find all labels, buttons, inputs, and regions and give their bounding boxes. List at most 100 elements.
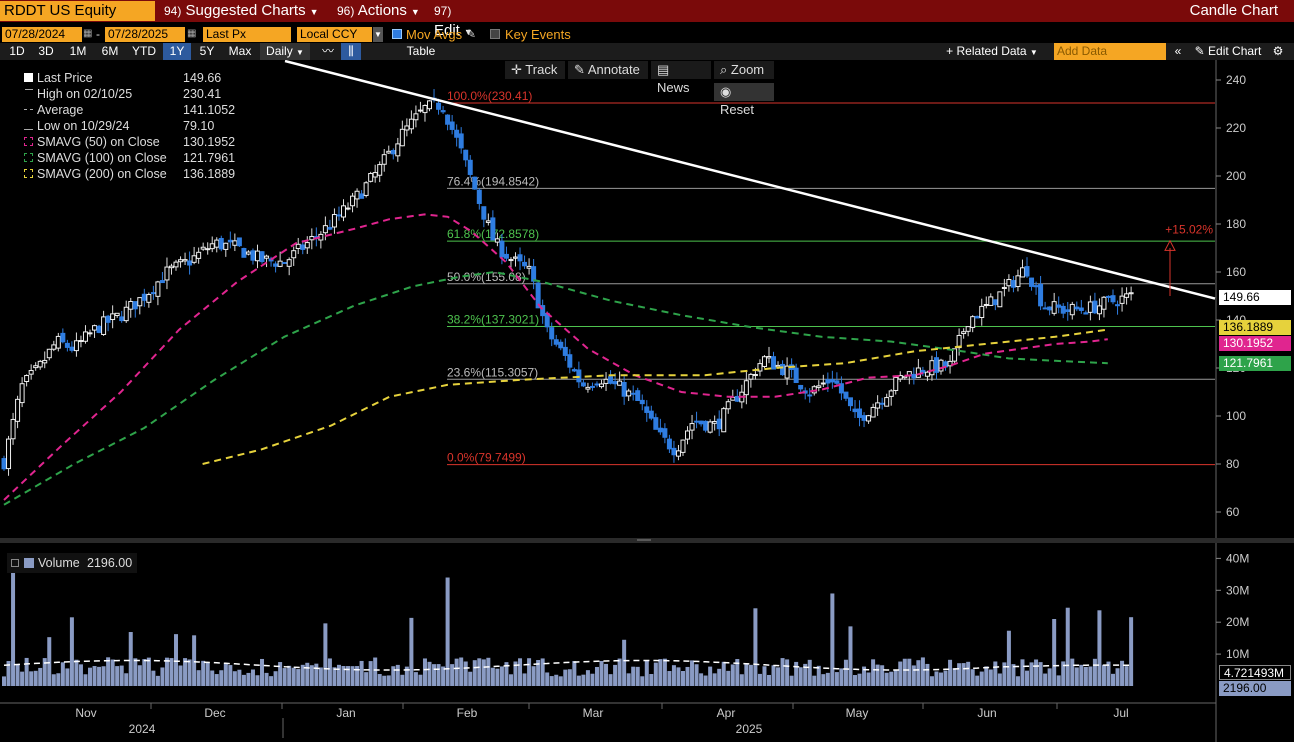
frequency-select[interactable]: Daily ▼ [260, 43, 310, 60]
chevron-down-icon[interactable]: ▼ [373, 27, 383, 42]
volume-bar [545, 672, 550, 686]
related-data-button[interactable]: + Related Data ▼ [940, 43, 1044, 60]
legend-value: 136.1889 [183, 167, 236, 181]
collapse-icon[interactable]: « [1174, 44, 1182, 58]
track-button[interactable]: ✛ Track [505, 61, 565, 79]
high-marker-icon [25, 89, 33, 98]
calendar-icon[interactable]: ▦ [83, 28, 93, 39]
news-button[interactable]: ▤ News [651, 61, 711, 95]
candle-body [1065, 309, 1071, 313]
volume-bar [712, 673, 717, 686]
volume-bar [911, 665, 916, 686]
volume-bar [622, 639, 627, 686]
legend-row-average[interactable]: Average 141.1052 [7, 102, 242, 118]
candle-body [445, 114, 451, 125]
last-price-tag: 149.66 [1219, 290, 1291, 305]
legend-row-low[interactable]: Low on 10/29/24 79.10 [7, 118, 242, 134]
annotate-button[interactable]: ✎ Annotate [568, 61, 648, 79]
volume-bar [15, 663, 20, 686]
candle-body [449, 121, 455, 130]
suggested-charts-menu[interactable]: 94) Suggested Charts ▼ [158, 1, 328, 21]
period-5y[interactable]: 5Y [199, 44, 215, 58]
candle-body [766, 356, 772, 359]
key-events-checkbox[interactable] [490, 29, 500, 39]
ticker-field[interactable]: RDDT US Equity [0, 1, 155, 21]
period-6m[interactable]: 6M [101, 44, 119, 58]
end-date-field[interactable]: 07/28/2025 [105, 27, 185, 42]
zoom-button[interactable]: ⌕ Zoom [714, 61, 774, 79]
collapse-box-icon[interactable] [11, 559, 19, 567]
price-field-select[interactable]: Last Px [203, 27, 291, 42]
candle-body [33, 365, 39, 369]
legend-row-sma50[interactable]: SMAVG (50) on Close 130.1952 [7, 134, 242, 150]
candle-body [354, 190, 360, 200]
volume-bar [264, 672, 269, 686]
candle-body [589, 385, 595, 388]
gear-icon[interactable]: ⚙ [1272, 44, 1284, 58]
add-data-input[interactable]: Add Data [1054, 43, 1166, 60]
volume-bar [1052, 619, 1057, 686]
fibonacci-label: 100.0%(230.41) [447, 89, 532, 103]
candle-body [73, 340, 79, 352]
volume-bar [1006, 630, 1011, 686]
volume-bar [269, 676, 274, 686]
legend-row-last-price[interactable]: Last Price 149.66 [7, 70, 242, 86]
volume-bar [97, 666, 102, 686]
candle-body [621, 381, 627, 397]
mov-avgs-checkbox[interactable] [392, 29, 402, 39]
volume-bar [355, 666, 360, 686]
pencil-icon[interactable]: ✎ [466, 27, 477, 41]
volume-bar [183, 658, 188, 686]
volume-bar [522, 673, 527, 686]
price-chart[interactable]: 6080100120140160180200220240100.0%(230.4… [0, 60, 1294, 742]
candle-body [608, 376, 614, 384]
volume-bar [11, 558, 16, 686]
period-max[interactable]: Max [228, 44, 252, 58]
candle-body [368, 173, 374, 182]
currency-select[interactable]: Local CCY [297, 27, 372, 42]
start-date-field[interactable]: 07/28/2024 [2, 27, 82, 42]
candle-body [893, 376, 899, 391]
candle-body [1060, 305, 1066, 314]
volume-bar [676, 667, 681, 686]
calendar-icon[interactable]: ▦ [187, 28, 197, 39]
actions-menu[interactable]: 96) Actions ▼ [331, 1, 431, 21]
period-1d[interactable]: 1D [9, 44, 25, 58]
volume-bar [1065, 607, 1070, 686]
candle-body [870, 406, 876, 418]
volume-bar [282, 668, 287, 686]
volume-bar [110, 659, 115, 686]
volume-bar [626, 673, 631, 686]
volume-bar [776, 667, 781, 686]
candle-body [295, 243, 301, 250]
low-marker-icon [24, 121, 33, 130]
volume-bar [739, 674, 744, 686]
legend-row-sma100[interactable]: SMAVG (100) on Close 121.7961 [7, 150, 242, 166]
volume-bar [300, 664, 305, 686]
candle-body [653, 417, 659, 430]
table-button[interactable]: Table [406, 44, 436, 58]
chevron-down-icon: ▼ [463, 27, 473, 37]
volume-bar [970, 669, 975, 686]
edit-menu[interactable]: 97) Edit ▼ [428, 1, 500, 39]
candle-body [1029, 277, 1035, 287]
volume-bar [169, 658, 174, 686]
line-chart-icon[interactable]: 〰 [321, 44, 334, 58]
legend-row-high[interactable]: High on 02/10/25 230.41 [7, 86, 242, 102]
legend-row-sma200[interactable]: SMAVG (200) on Close 136.1889 [7, 166, 242, 182]
candle-body [236, 237, 242, 247]
period-1m[interactable]: 1M [69, 44, 87, 58]
period-ytd[interactable]: YTD [132, 44, 156, 58]
volume-bar [613, 664, 618, 686]
volume-bar [1043, 673, 1048, 686]
volume-legend[interactable]: Volume 2196.00 [7, 553, 137, 573]
edit-chart-button[interactable]: ✎ Edit Chart [1190, 43, 1266, 60]
candle-body [78, 340, 84, 343]
track-label: Track [525, 62, 558, 77]
volume-bar [667, 671, 672, 686]
candle-chart-icon[interactable]: ⫼ [341, 43, 361, 60]
candle-body [897, 374, 903, 380]
period-1y[interactable]: 1Y [163, 43, 191, 60]
reset-button[interactable]: ◉ Reset [714, 83, 774, 117]
period-3d[interactable]: 3D [38, 44, 54, 58]
